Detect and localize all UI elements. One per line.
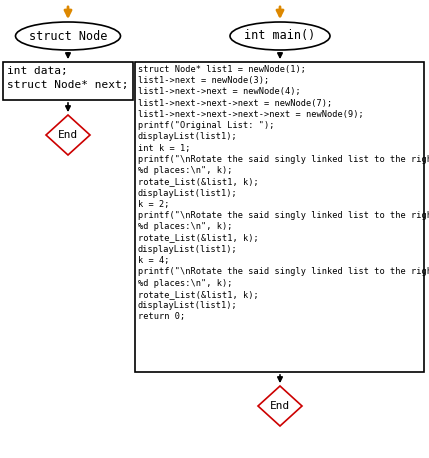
Polygon shape <box>258 386 302 426</box>
Ellipse shape <box>230 22 330 50</box>
Text: struct Node: struct Node <box>29 29 107 43</box>
Text: struct Node* list1 = newNode(1);
list1->next = newNode(3);
list1->next->next = n: struct Node* list1 = newNode(1); list1->… <box>138 65 429 321</box>
Text: int data;
struct Node* next;: int data; struct Node* next; <box>7 66 129 90</box>
Polygon shape <box>46 115 90 155</box>
Text: End: End <box>270 401 290 411</box>
Text: End: End <box>58 130 78 140</box>
Ellipse shape <box>15 22 121 50</box>
Text: int main(): int main() <box>245 29 316 43</box>
Bar <box>3 62 133 100</box>
Bar <box>135 62 424 372</box>
